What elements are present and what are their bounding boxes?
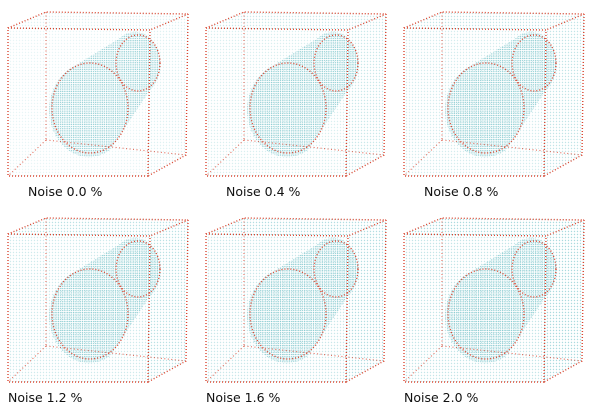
panel: Noise 2.0 % — [404, 218, 584, 405]
panel: Noise 1.6 % — [206, 218, 386, 405]
panel-label: Noise 1.6 % — [206, 390, 281, 405]
panel-label: Noise 0.8 % — [424, 184, 499, 199]
panel: Noise 0.0 % — [8, 12, 188, 199]
panel: Noise 1.2 % — [8, 218, 188, 405]
figure: Noise 0.0 % Noise 0.4 % Noise 0.8 % Noise 1… — [0, 0, 594, 412]
panel-label: Noise 2.0 % — [404, 390, 479, 405]
panel: Noise 0.4 % — [206, 12, 386, 199]
panel-label: Noise 0.0 % — [28, 184, 103, 199]
panel-label: Noise 1.2 % — [8, 390, 83, 405]
panel: Noise 0.8 % — [404, 12, 584, 199]
panel-label: Noise 0.4 % — [226, 184, 301, 199]
